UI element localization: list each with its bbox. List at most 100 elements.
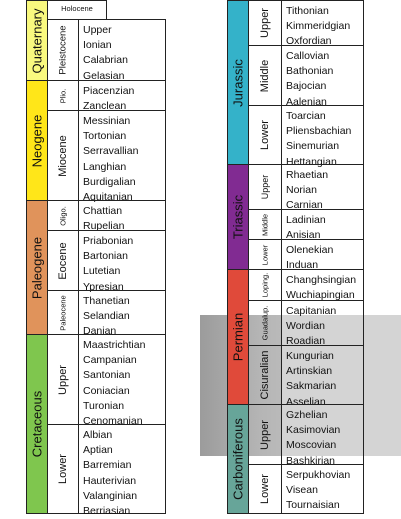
stage-moscovian: Moscovian <box>286 439 337 452</box>
stage-piacenzian: Piacenzian <box>83 85 135 97</box>
stage-wordian: Wordian <box>286 320 325 333</box>
stage-capitanian: Capitanian <box>286 305 337 317</box>
stage-kimmeridgian: Kimmeridgian <box>286 20 351 33</box>
period-permian: Permian <box>227 269 249 405</box>
stage-turonian: Turonian <box>83 399 125 412</box>
period-jurassic-label: Jurassic <box>230 58 246 107</box>
stage-selandian: Selandian <box>83 310 130 323</box>
stage-toarcian: Toarcian <box>286 110 326 122</box>
epoch-oligocene: Oligo. <box>47 200 79 231</box>
epoch-jurassic-lower-label: Lower <box>259 120 271 150</box>
period-neogene: Neogene <box>26 80 48 201</box>
stage-ionian: Ionian <box>83 39 112 52</box>
epoch-triassic-middle: Middle <box>248 209 282 240</box>
epoch-guadalupian-label: Guadalup. <box>260 305 270 341</box>
stages-guadalupian: Capitanian Wordian Roadian <box>281 300 364 348</box>
stage-maastrichtian: Maastrichtian <box>83 339 146 351</box>
stage-langhian: Langhian <box>83 160 127 173</box>
stage-chattian: Chattian <box>83 205 123 217</box>
epoch-eocene-label: Eocene <box>57 241 69 280</box>
stage-campanian: Campanian <box>83 354 137 367</box>
stage-kungurian: Kungurian <box>286 350 334 362</box>
period-cretaceous: Cretaceous <box>26 334 48 514</box>
stages-cisuralian: Kungurian Artinskian Sakmarian Asselian <box>281 345 364 408</box>
stages-eocene: Priabonian Bartonian Lutetian Ypresian <box>78 230 166 293</box>
stages-jurassic-lower: Toarcian Pliensbachian Sinemurian Hettan… <box>281 105 364 168</box>
stage-tithonian: Tithonian <box>286 5 329 17</box>
epoch-jurassic-middle-label: Middle <box>259 59 271 92</box>
stage-callovian: Callovian <box>286 50 330 62</box>
epoch-cretaceous-lower: Lower <box>47 424 79 514</box>
stages-triassic-lower: Olenekian Induan <box>281 239 364 272</box>
epoch-carboniferous-lower: Lower <box>248 464 282 514</box>
stage-bartonian: Bartonian <box>83 250 128 263</box>
epoch-lopingian-label: Loping. <box>260 272 270 298</box>
stage-visean: Visean <box>286 484 318 497</box>
stage-wuchiapingian: Wuchiapingian <box>286 289 355 302</box>
stage-barremian: Barremian <box>83 459 132 472</box>
stage-tournaisian: Tournaisian <box>286 499 340 512</box>
stage-coniacian: Coniacian <box>83 384 130 397</box>
stages-carboniferous-upper: Gzhelian Kasimovian Moscovian Bashkirian <box>281 404 364 467</box>
epoch-jurassic-upper-label: Upper <box>259 8 271 38</box>
epoch-carboniferous-upper-label: Upper <box>259 419 271 450</box>
period-cretaceous-label: Cretaceous <box>29 390 45 458</box>
stage-thanetian: Thanetian <box>83 295 130 307</box>
period-permian-label: Permian <box>230 312 246 362</box>
period-quaternary: Quaternary <box>26 0 48 81</box>
stage-induan: Induan <box>286 259 319 272</box>
epoch-pliocene-label: Plio. <box>58 88 68 103</box>
highlight-band-stages <box>282 315 401 456</box>
stages-cretaceous-upper: Maastrichtian Campanian Santonian Coniac… <box>78 334 166 427</box>
epoch-paleocene: Paleocene <box>47 290 79 335</box>
epoch-lopingian: Loping. <box>248 269 282 301</box>
stages-pleistocene: Upper Ionian Calabrian Gelasian <box>78 19 166 82</box>
epoch-cretaceous-upper-label: Upper <box>57 364 69 395</box>
stage-serravallian: Serravallian <box>83 145 139 158</box>
stage-artinskian: Artinskian <box>286 365 333 378</box>
epoch-paleocene-label: Paleocene <box>58 294 68 331</box>
epoch-carboniferous-lower-label: Lower <box>259 474 271 504</box>
stage-ypresian: Ypresian <box>83 280 124 293</box>
stage-zanclean: Zanclean <box>83 100 127 113</box>
stage-ladinian: Ladinian <box>286 214 326 226</box>
epoch-cisuralian-label: Cisuralian <box>259 350 271 400</box>
stage-kasimovian: Kasimovian <box>286 424 341 437</box>
stage-sakmarian: Sakmarian <box>286 380 337 393</box>
epoch-miocene: Miocene <box>47 110 79 201</box>
stage-tortonian: Tortonian <box>83 130 127 143</box>
period-neogene-label: Neogene <box>29 114 45 167</box>
stage-rupelian: Rupelian <box>83 220 125 233</box>
stage-upper: Upper <box>83 24 112 36</box>
stages-oligocene: Chattian Rupelian <box>78 200 166 233</box>
stages-triassic-upper: Rhaetian Norian Carnian <box>281 164 364 211</box>
epoch-holocene-label: Holocene <box>61 4 93 13</box>
epoch-jurassic-middle: Middle <box>248 45 282 106</box>
stage-berriasian: Berriasian <box>83 505 131 518</box>
period-triassic: Triassic <box>227 164 249 270</box>
stage-hauterivian: Hauterivian <box>83 474 137 487</box>
stage-roadian: Roadian <box>286 335 326 348</box>
stage-olenekian: Olenekian <box>286 244 334 256</box>
stage-aptian: Aptian <box>83 444 113 457</box>
stages-triassic-middle: Ladinian Anisian <box>281 209 364 241</box>
stages-cretaceous-lower: Albian Aptian Barremian Hauterivian Vala… <box>78 424 166 517</box>
stage-norian: Norian <box>286 184 317 197</box>
stage-bajocian: Bajocian <box>286 80 327 93</box>
period-jurassic: Jurassic <box>227 0 249 165</box>
stage-aalenian: Aalenian <box>286 95 327 108</box>
stage-burdigalian: Burdigalian <box>83 175 136 188</box>
epoch-cisuralian: Cisuralian <box>248 345 282 405</box>
stage-lutetian: Lutetian <box>83 265 121 278</box>
epoch-triassic-upper: Upper <box>248 164 282 210</box>
stage-priabonian: Priabonian <box>83 235 134 247</box>
stage-oxfordian: Oxfordian <box>286 35 332 48</box>
epoch-eocene: Eocene <box>47 230 79 291</box>
stage-albian: Albian <box>83 429 113 441</box>
stage-serpukhovian: Serpukhovian <box>286 469 351 481</box>
epoch-miocene-label: Miocene <box>57 134 69 177</box>
period-triassic-label: Triassic <box>230 194 246 240</box>
stages-carboniferous-lower: Serpukhovian Visean Tournaisian <box>281 464 364 514</box>
stage-calabrian: Calabrian <box>83 54 128 67</box>
epoch-oligocene-label: Oligo. <box>58 205 68 226</box>
